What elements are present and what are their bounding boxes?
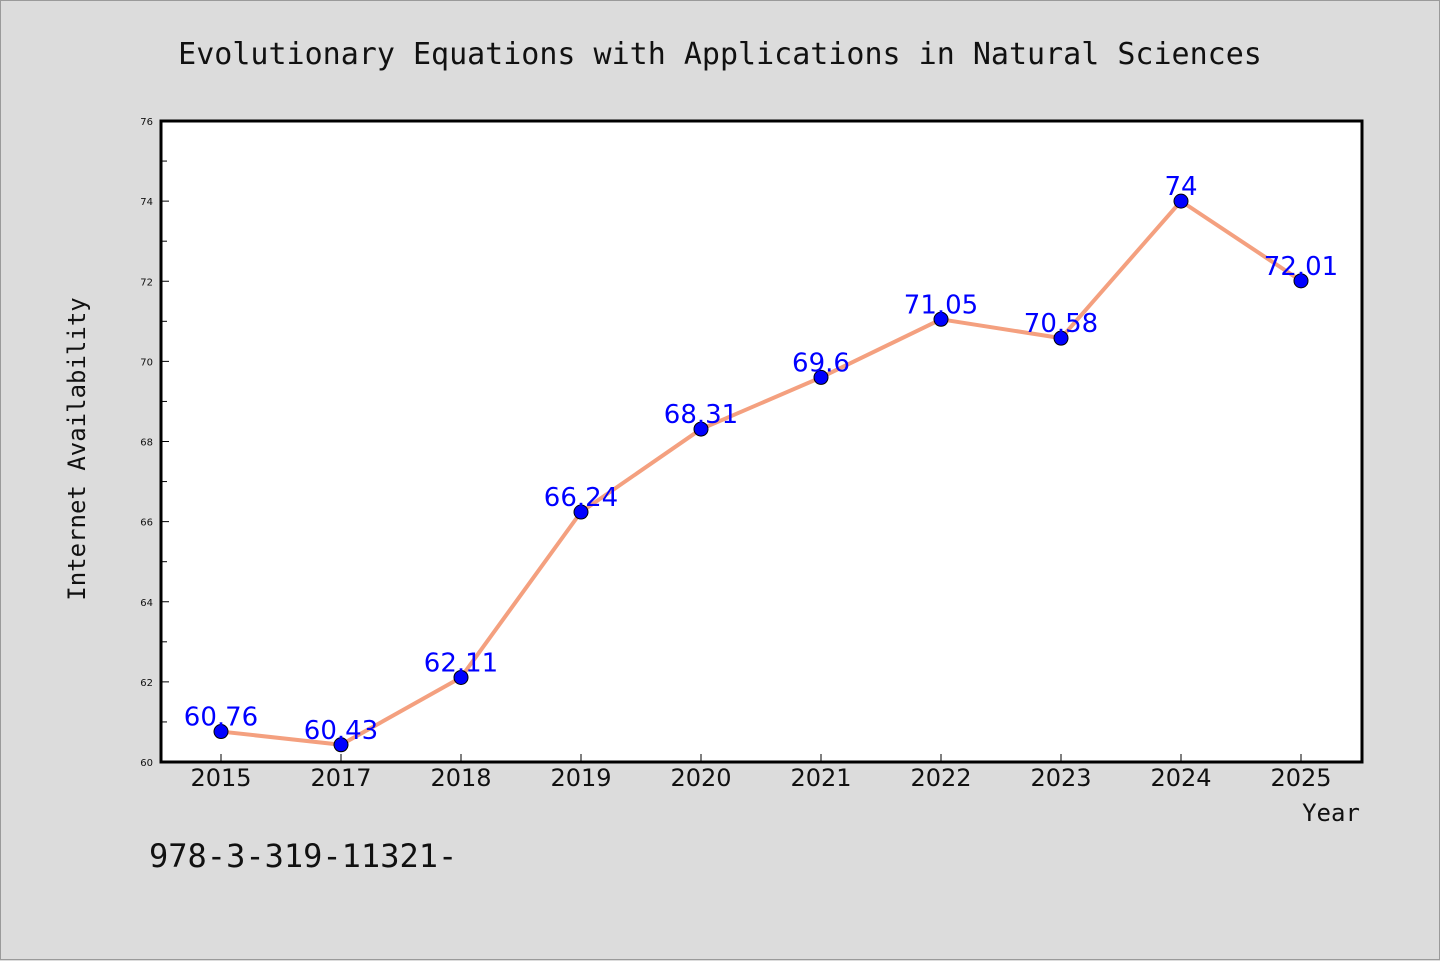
data-label: 69.6 bbox=[792, 348, 850, 378]
y-tick-label: 64 bbox=[140, 598, 153, 609]
y-tick-label: 70 bbox=[140, 357, 153, 368]
data-point bbox=[1173, 193, 1189, 209]
y-tick-label: 72 bbox=[140, 277, 153, 288]
y-axis: 60 62 64 66 68 70 72 74 76 bbox=[140, 117, 169, 769]
data-label: 66.24 bbox=[544, 483, 618, 513]
x-tick-label: 2023 bbox=[1030, 764, 1091, 792]
x-tick-label: 2024 bbox=[1150, 764, 1211, 792]
x-tick-label: 2025 bbox=[1270, 764, 1331, 792]
y-tick-label: 66 bbox=[140, 518, 153, 529]
y-tick-label: 68 bbox=[140, 438, 153, 449]
x-axis-label: Year bbox=[1302, 799, 1360, 827]
data-point bbox=[453, 669, 469, 685]
data-label: 62.11 bbox=[424, 648, 498, 678]
y-axis-label: Internet Availability bbox=[63, 297, 91, 600]
y-tick-label: 76 bbox=[140, 117, 153, 128]
data-point bbox=[573, 504, 589, 520]
data-point bbox=[1293, 273, 1309, 289]
chart-title: Evolutionary Equations with Applications… bbox=[178, 37, 1262, 72]
x-tick-label: 2015 bbox=[190, 764, 251, 792]
data-labels: 60.76 60.43 62.11 66.24 68.31 69.6 71.05 70.58 7… bbox=[184, 172, 1338, 746]
footer-isbn-text: 978-3-319-11321- bbox=[149, 837, 457, 875]
data-label: 60.76 bbox=[184, 703, 258, 733]
x-axis: 2015 2017 2018 2019 2020 2021 2022 2023 2024 2025 bbox=[190, 754, 1332, 792]
data-points bbox=[213, 193, 1309, 753]
x-tick-label: 2021 bbox=[790, 764, 851, 792]
data-label: 72.01 bbox=[1264, 252, 1338, 282]
x-tick-label: 2022 bbox=[910, 764, 971, 792]
data-point bbox=[1053, 330, 1069, 346]
x-tick-label: 2019 bbox=[550, 764, 611, 792]
data-label: 60.43 bbox=[304, 716, 378, 746]
data-point bbox=[333, 737, 349, 753]
x-tick-label: 2017 bbox=[310, 764, 371, 792]
y-tick-label: 62 bbox=[140, 678, 153, 689]
x-tick-label: 2020 bbox=[670, 764, 731, 792]
data-point bbox=[813, 369, 829, 385]
data-label: 68.31 bbox=[664, 400, 738, 430]
data-point bbox=[213, 724, 229, 740]
data-point bbox=[933, 311, 949, 327]
x-tick-label: 2018 bbox=[430, 764, 491, 792]
data-label: 70.58 bbox=[1024, 309, 1098, 339]
data-label: 71.05 bbox=[904, 290, 978, 320]
series-line bbox=[220, 199, 1303, 747]
plot-area bbox=[159, 119, 1364, 764]
data-point bbox=[693, 421, 709, 437]
y-tick-label: 74 bbox=[140, 197, 153, 208]
data-label: 74 bbox=[1164, 172, 1197, 202]
y-tick-label: 60 bbox=[140, 758, 153, 769]
